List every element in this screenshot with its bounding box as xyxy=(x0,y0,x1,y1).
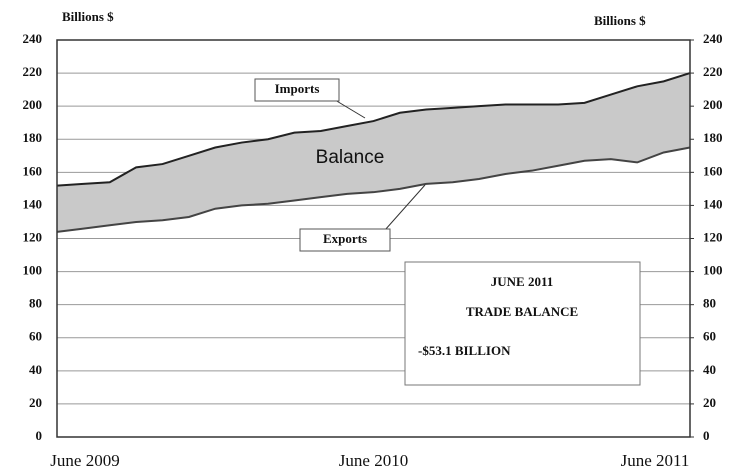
y-tick-label: 200 xyxy=(23,97,43,112)
y-axis-label: Billions $ xyxy=(62,9,114,24)
info-line: JUNE 2011 xyxy=(491,274,553,289)
info-line: TRADE BALANCE xyxy=(466,304,578,319)
imports-pointer xyxy=(334,99,366,119)
y-tick-label: 100 xyxy=(23,263,43,278)
y2-tick-label: 100 xyxy=(703,263,723,278)
balance-area xyxy=(57,73,690,232)
imports-label: Imports xyxy=(275,81,320,96)
y-tick-label: 40 xyxy=(29,362,42,377)
y2-tick-label: 240 xyxy=(703,31,723,46)
y-tick-label: 120 xyxy=(23,229,43,244)
y-tick-label: 140 xyxy=(23,196,43,211)
y2-tick-label: 40 xyxy=(703,362,716,377)
y2-tick-label: 200 xyxy=(703,97,723,112)
y2-tick-label: 180 xyxy=(703,130,723,145)
y-tick-label: 60 xyxy=(29,329,42,344)
y2-tick-label: 0 xyxy=(703,428,710,443)
y-tick-label: 20 xyxy=(29,395,42,410)
y-tick-label: 0 xyxy=(36,428,43,443)
y-tick-label: 240 xyxy=(23,31,43,46)
exports-box xyxy=(299,228,391,252)
series-line xyxy=(56,72,691,187)
x-tick-label: June 2009 xyxy=(50,451,119,470)
plot xyxy=(56,72,691,233)
y2-tick-label: 60 xyxy=(703,329,716,344)
y-tick-label: 80 xyxy=(29,296,42,311)
balance-label: Balance xyxy=(316,147,385,168)
exports-label: Exports xyxy=(323,231,367,246)
y2-tick-label: 160 xyxy=(703,163,723,178)
info-line: -$53.1 BILLION xyxy=(418,343,511,358)
info-box xyxy=(404,261,641,386)
y2-tick-label: 220 xyxy=(703,64,723,79)
series-line xyxy=(56,146,691,233)
y2-axis-label: Billions $ xyxy=(594,13,646,28)
y-tick-label: 160 xyxy=(23,163,43,178)
y2-tick-label: 140 xyxy=(703,196,723,211)
imports-box xyxy=(254,78,340,102)
y2-tick-label: 20 xyxy=(703,395,716,410)
y-tick-label: 220 xyxy=(23,64,43,79)
annotations: Imports Exports Balance JUNE 2011 TRADE … xyxy=(254,78,641,386)
x-tick-label: June 2011 xyxy=(621,451,690,470)
y2-tick-label: 120 xyxy=(703,229,723,244)
exports-pointer xyxy=(384,184,426,231)
y-tick-label: 180 xyxy=(23,130,43,145)
x-tick-label: June 2010 xyxy=(339,451,408,470)
y2-tick-label: 80 xyxy=(703,296,716,311)
